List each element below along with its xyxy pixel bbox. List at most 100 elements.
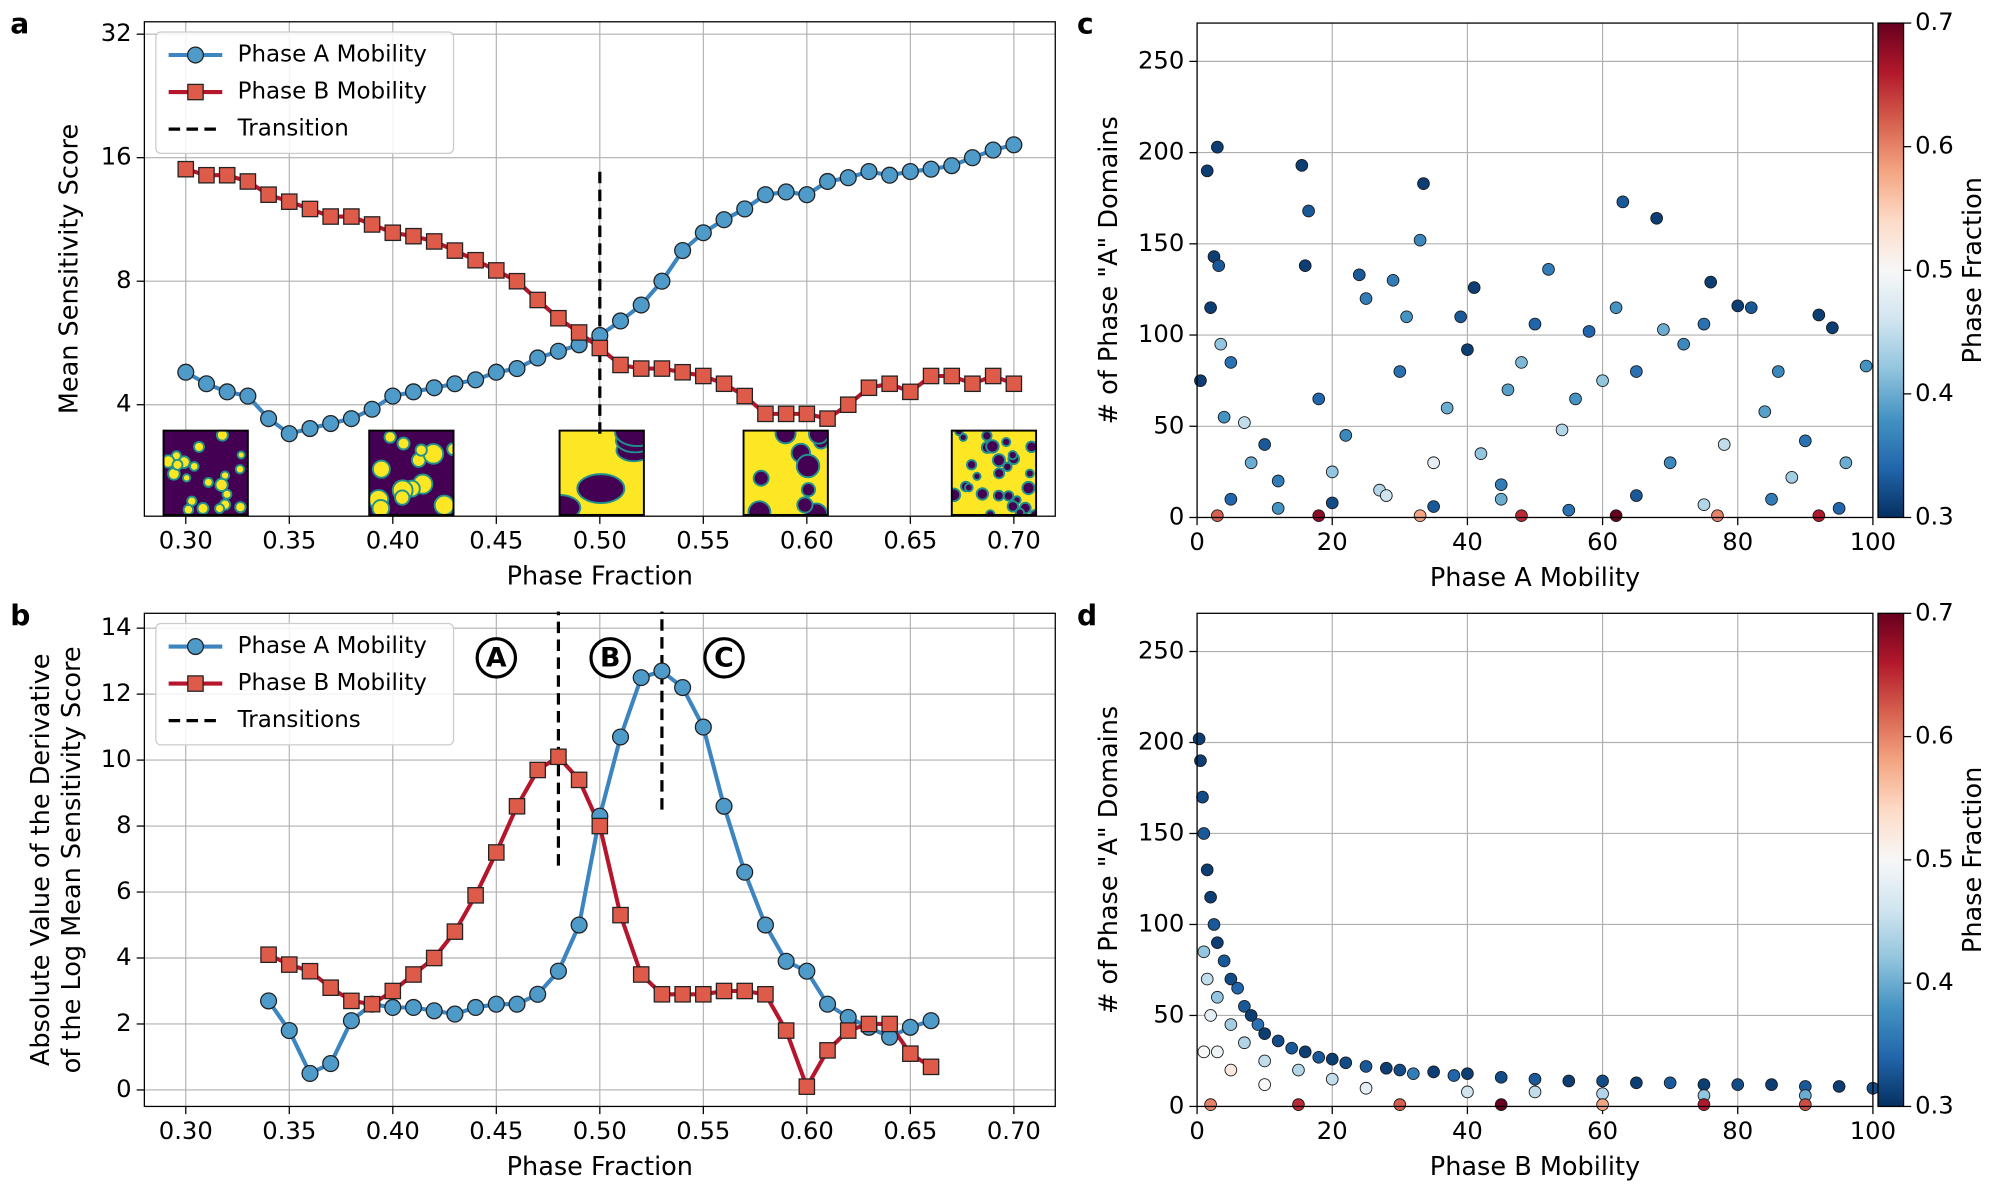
marker	[425, 379, 443, 397]
point	[1196, 790, 1209, 804]
inset-domain	[215, 430, 229, 442]
marker	[736, 863, 754, 881]
point	[1298, 259, 1312, 273]
marker	[818, 172, 837, 191]
marker	[984, 367, 1002, 385]
point	[1244, 456, 1258, 470]
x-tick-label: 0.45	[469, 526, 523, 555]
inset-domain	[1025, 440, 1037, 454]
marker	[301, 962, 319, 980]
marker	[632, 966, 650, 983]
point	[1200, 972, 1214, 986]
y-tick-label: 50	[1153, 410, 1184, 439]
marker	[467, 371, 485, 389]
marker	[239, 387, 257, 405]
point	[1393, 1063, 1407, 1077]
colorbar-tick-label: 0.4	[1915, 378, 1954, 407]
y-tick-label: 100	[1138, 319, 1184, 348]
marker	[529, 291, 547, 309]
point	[1393, 1098, 1407, 1111]
point	[1440, 401, 1454, 415]
inset-domain	[965, 459, 978, 471]
marker	[922, 160, 940, 178]
point	[1251, 1018, 1265, 1031]
colorbar-tick-label: 0.7	[1915, 597, 1954, 626]
colorbar-tick-label: 0.3	[1915, 1090, 1954, 1119]
point	[1630, 1076, 1643, 1090]
marker	[922, 367, 940, 385]
marker	[839, 169, 857, 187]
annotation: A	[486, 643, 507, 674]
point	[1839, 456, 1853, 470]
marker	[508, 797, 526, 815]
marker	[736, 387, 754, 405]
marker	[611, 728, 630, 746]
point	[1204, 890, 1217, 904]
inset-domain	[1001, 436, 1012, 448]
point	[1799, 434, 1812, 448]
point	[1427, 456, 1440, 470]
marker	[756, 916, 774, 934]
point	[1211, 509, 1224, 522]
colorbar-tick-label: 0.6	[1915, 721, 1954, 750]
marker	[881, 166, 899, 184]
legend-label: Phase B Mobility	[238, 79, 427, 105]
point	[1616, 195, 1630, 209]
point	[1204, 1098, 1217, 1111]
marker	[343, 208, 360, 225]
marker	[611, 312, 630, 330]
y-tick-label: 2	[116, 1008, 131, 1037]
inset-domain	[371, 499, 391, 515]
x-tick-label: 0.40	[366, 1116, 420, 1145]
marker	[612, 356, 629, 374]
x-tick-label: 40	[1452, 527, 1483, 556]
marker	[860, 1015, 878, 1033]
x-axis-label: Phase Fraction	[507, 562, 693, 592]
plot-frame	[1196, 22, 1874, 519]
x-tick-label: 0.65	[883, 1116, 937, 1145]
inset-domain	[972, 471, 982, 481]
marker	[529, 349, 547, 367]
inset-domain	[1021, 480, 1036, 496]
marker	[777, 952, 795, 970]
point	[1596, 1087, 1609, 1101]
y-tick-label: 8	[116, 810, 131, 839]
point	[1711, 509, 1724, 522]
point	[1204, 1009, 1217, 1022]
marker	[550, 309, 567, 327]
marker	[280, 193, 298, 210]
point	[1562, 503, 1576, 517]
x-tick-label: 0	[1189, 527, 1204, 556]
point	[1386, 273, 1400, 287]
marker	[984, 141, 1002, 159]
marker	[322, 979, 339, 996]
colorbar-tick-label: 0.7	[1915, 7, 1954, 36]
marker	[695, 985, 712, 1003]
marker	[218, 166, 236, 184]
point	[1217, 410, 1231, 424]
x-tick-label: 60	[1587, 527, 1618, 556]
panel-label: a	[10, 8, 29, 41]
annotation: B	[600, 643, 620, 674]
marker	[487, 995, 505, 1013]
point	[1413, 509, 1427, 522]
inset-domain	[221, 488, 233, 500]
y-tick-label: 100	[1138, 908, 1184, 937]
point	[1427, 500, 1440, 513]
point	[1657, 323, 1670, 336]
legend-label: Transition	[237, 116, 349, 142]
marker	[446, 375, 464, 393]
marker	[798, 1078, 816, 1095]
point	[1224, 1063, 1238, 1077]
point	[1211, 140, 1224, 154]
x-tick-label: 0.55	[676, 1116, 730, 1145]
x-tick-label: 80	[1722, 1116, 1753, 1145]
point	[1231, 981, 1244, 995]
marker	[736, 982, 754, 1000]
marker	[860, 163, 878, 181]
point	[1224, 1018, 1238, 1031]
marker	[239, 173, 257, 190]
marker	[674, 678, 692, 697]
inset-domain	[576, 473, 626, 504]
point	[1494, 478, 1508, 491]
